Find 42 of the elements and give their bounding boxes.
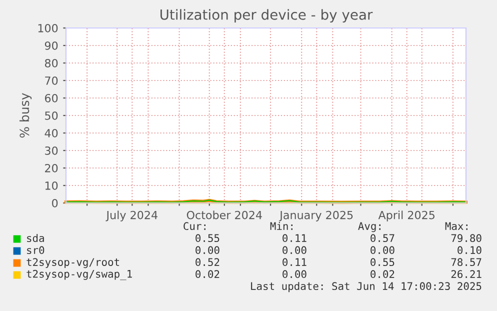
y-tick-label: 90: [44, 41, 58, 50]
chart-title: Utilization per device - by year: [160, 9, 373, 23]
y-tick-label: 60: [45, 94, 58, 102]
legend-label: t2sysop-vg/root: [26, 258, 120, 268]
text: 0.02: [196, 270, 220, 278]
text: 0.00: [282, 246, 306, 254]
text: 0.02: [370, 270, 394, 278]
legend-label: sda: [27, 234, 44, 242]
y-axis-title: % busy: [20, 93, 32, 138]
y-tick-label: 70: [45, 76, 58, 85]
text: Max:: [445, 222, 468, 230]
text: 0.57: [370, 234, 394, 242]
legend-label: t2sysop-vg/swap_1: [26, 270, 132, 280]
x-tick-label: January 2025: [279, 210, 353, 222]
y-tick-label: 10: [45, 181, 58, 190]
text: Avg:: [358, 222, 380, 232]
text: 78.57: [451, 258, 482, 266]
text: 0.11: [282, 258, 306, 266]
y-tick-label: 40: [44, 128, 58, 138]
y-tick-label: 30: [45, 146, 58, 155]
text: 0.00: [370, 246, 394, 254]
text: 0.00: [282, 270, 306, 278]
text: Min:: [270, 222, 292, 230]
y-tick-label: 50: [45, 111, 58, 120]
text: Cur:: [184, 222, 206, 230]
y-tick-label: 80: [44, 58, 58, 68]
text: 0.10: [458, 246, 482, 254]
x-tick-label: October 2024: [186, 210, 262, 220]
text: 26.21: [451, 270, 482, 278]
x-tick-label: July 2024: [106, 210, 158, 222]
text: 0.11: [282, 234, 306, 242]
x-tick-label: April 2025: [378, 210, 434, 222]
y-tick-label: 0: [52, 198, 58, 208]
legend-label: sr0: [27, 246, 44, 254]
text: 0.55: [196, 234, 220, 242]
text: 79.80: [451, 234, 482, 242]
y-tick-label: 20: [45, 164, 58, 172]
text: 0.52: [196, 258, 220, 266]
text: 0.55: [370, 258, 394, 266]
y-tick-label: 100: [38, 24, 58, 32]
text: Last update: Sat Jun 14 17:00:23 2025: [251, 282, 482, 292]
text: 0.00: [196, 246, 220, 254]
